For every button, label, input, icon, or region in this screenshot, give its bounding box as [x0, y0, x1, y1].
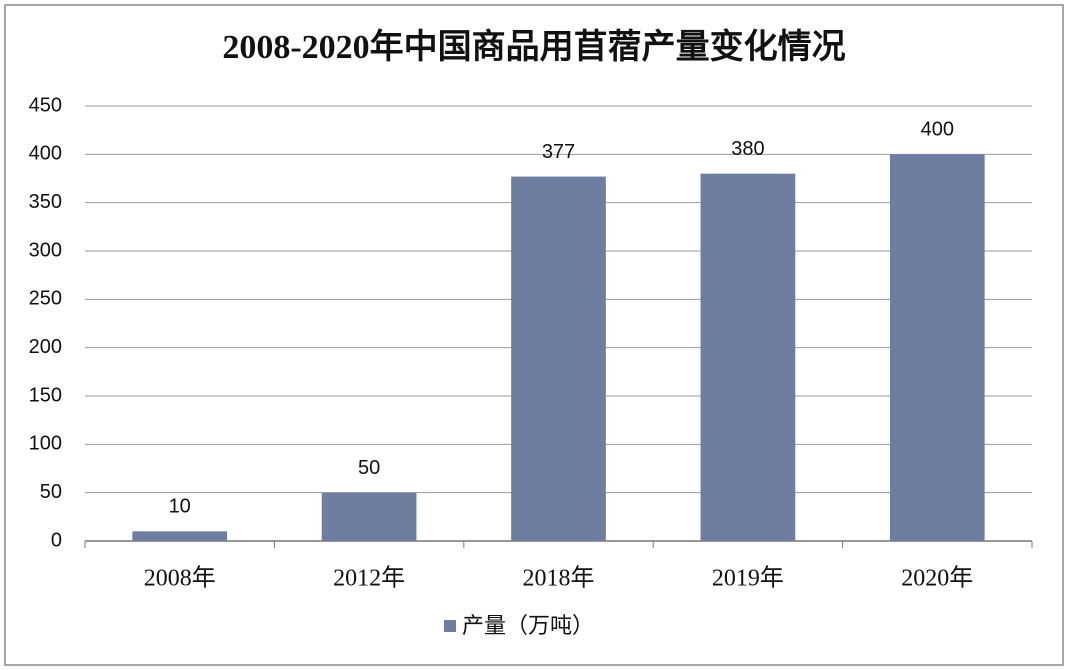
legend-label: 产量（万吨）: [462, 613, 594, 638]
value-label: 10: [169, 496, 191, 518]
x-tick-label: 2019年: [712, 565, 784, 592]
x-tick-label: 2008年: [144, 565, 216, 592]
y-tick-label: 150: [29, 384, 62, 406]
y-tick-label: 200: [29, 336, 62, 358]
bar: [700, 173, 796, 541]
y-tick-label: 50: [40, 481, 62, 503]
y-tick-label: 450: [29, 94, 62, 116]
y-tick-label: 400: [29, 143, 62, 165]
x-tick-label: 2012年: [333, 565, 405, 592]
value-label: 50: [358, 457, 380, 479]
y-tick-label: 0: [51, 529, 62, 551]
x-tick-label: 2018年: [523, 565, 595, 592]
x-tick-label: 2020年: [901, 565, 973, 592]
bar: [132, 531, 228, 541]
bar: [889, 154, 985, 542]
y-tick-label: 250: [29, 288, 62, 310]
y-tick-label: 350: [29, 191, 62, 213]
value-label: 380: [731, 138, 764, 160]
value-label: 400: [921, 119, 954, 141]
chart-title: 2008-2020年中国商品用苜蓿产量变化情况: [222, 28, 845, 66]
legend-swatch: [444, 620, 456, 632]
bar: [321, 492, 417, 541]
y-tick-label: 100: [29, 433, 62, 455]
value-label: 377: [542, 141, 575, 163]
bar: [511, 176, 606, 542]
y-tick-label: 300: [29, 239, 62, 261]
